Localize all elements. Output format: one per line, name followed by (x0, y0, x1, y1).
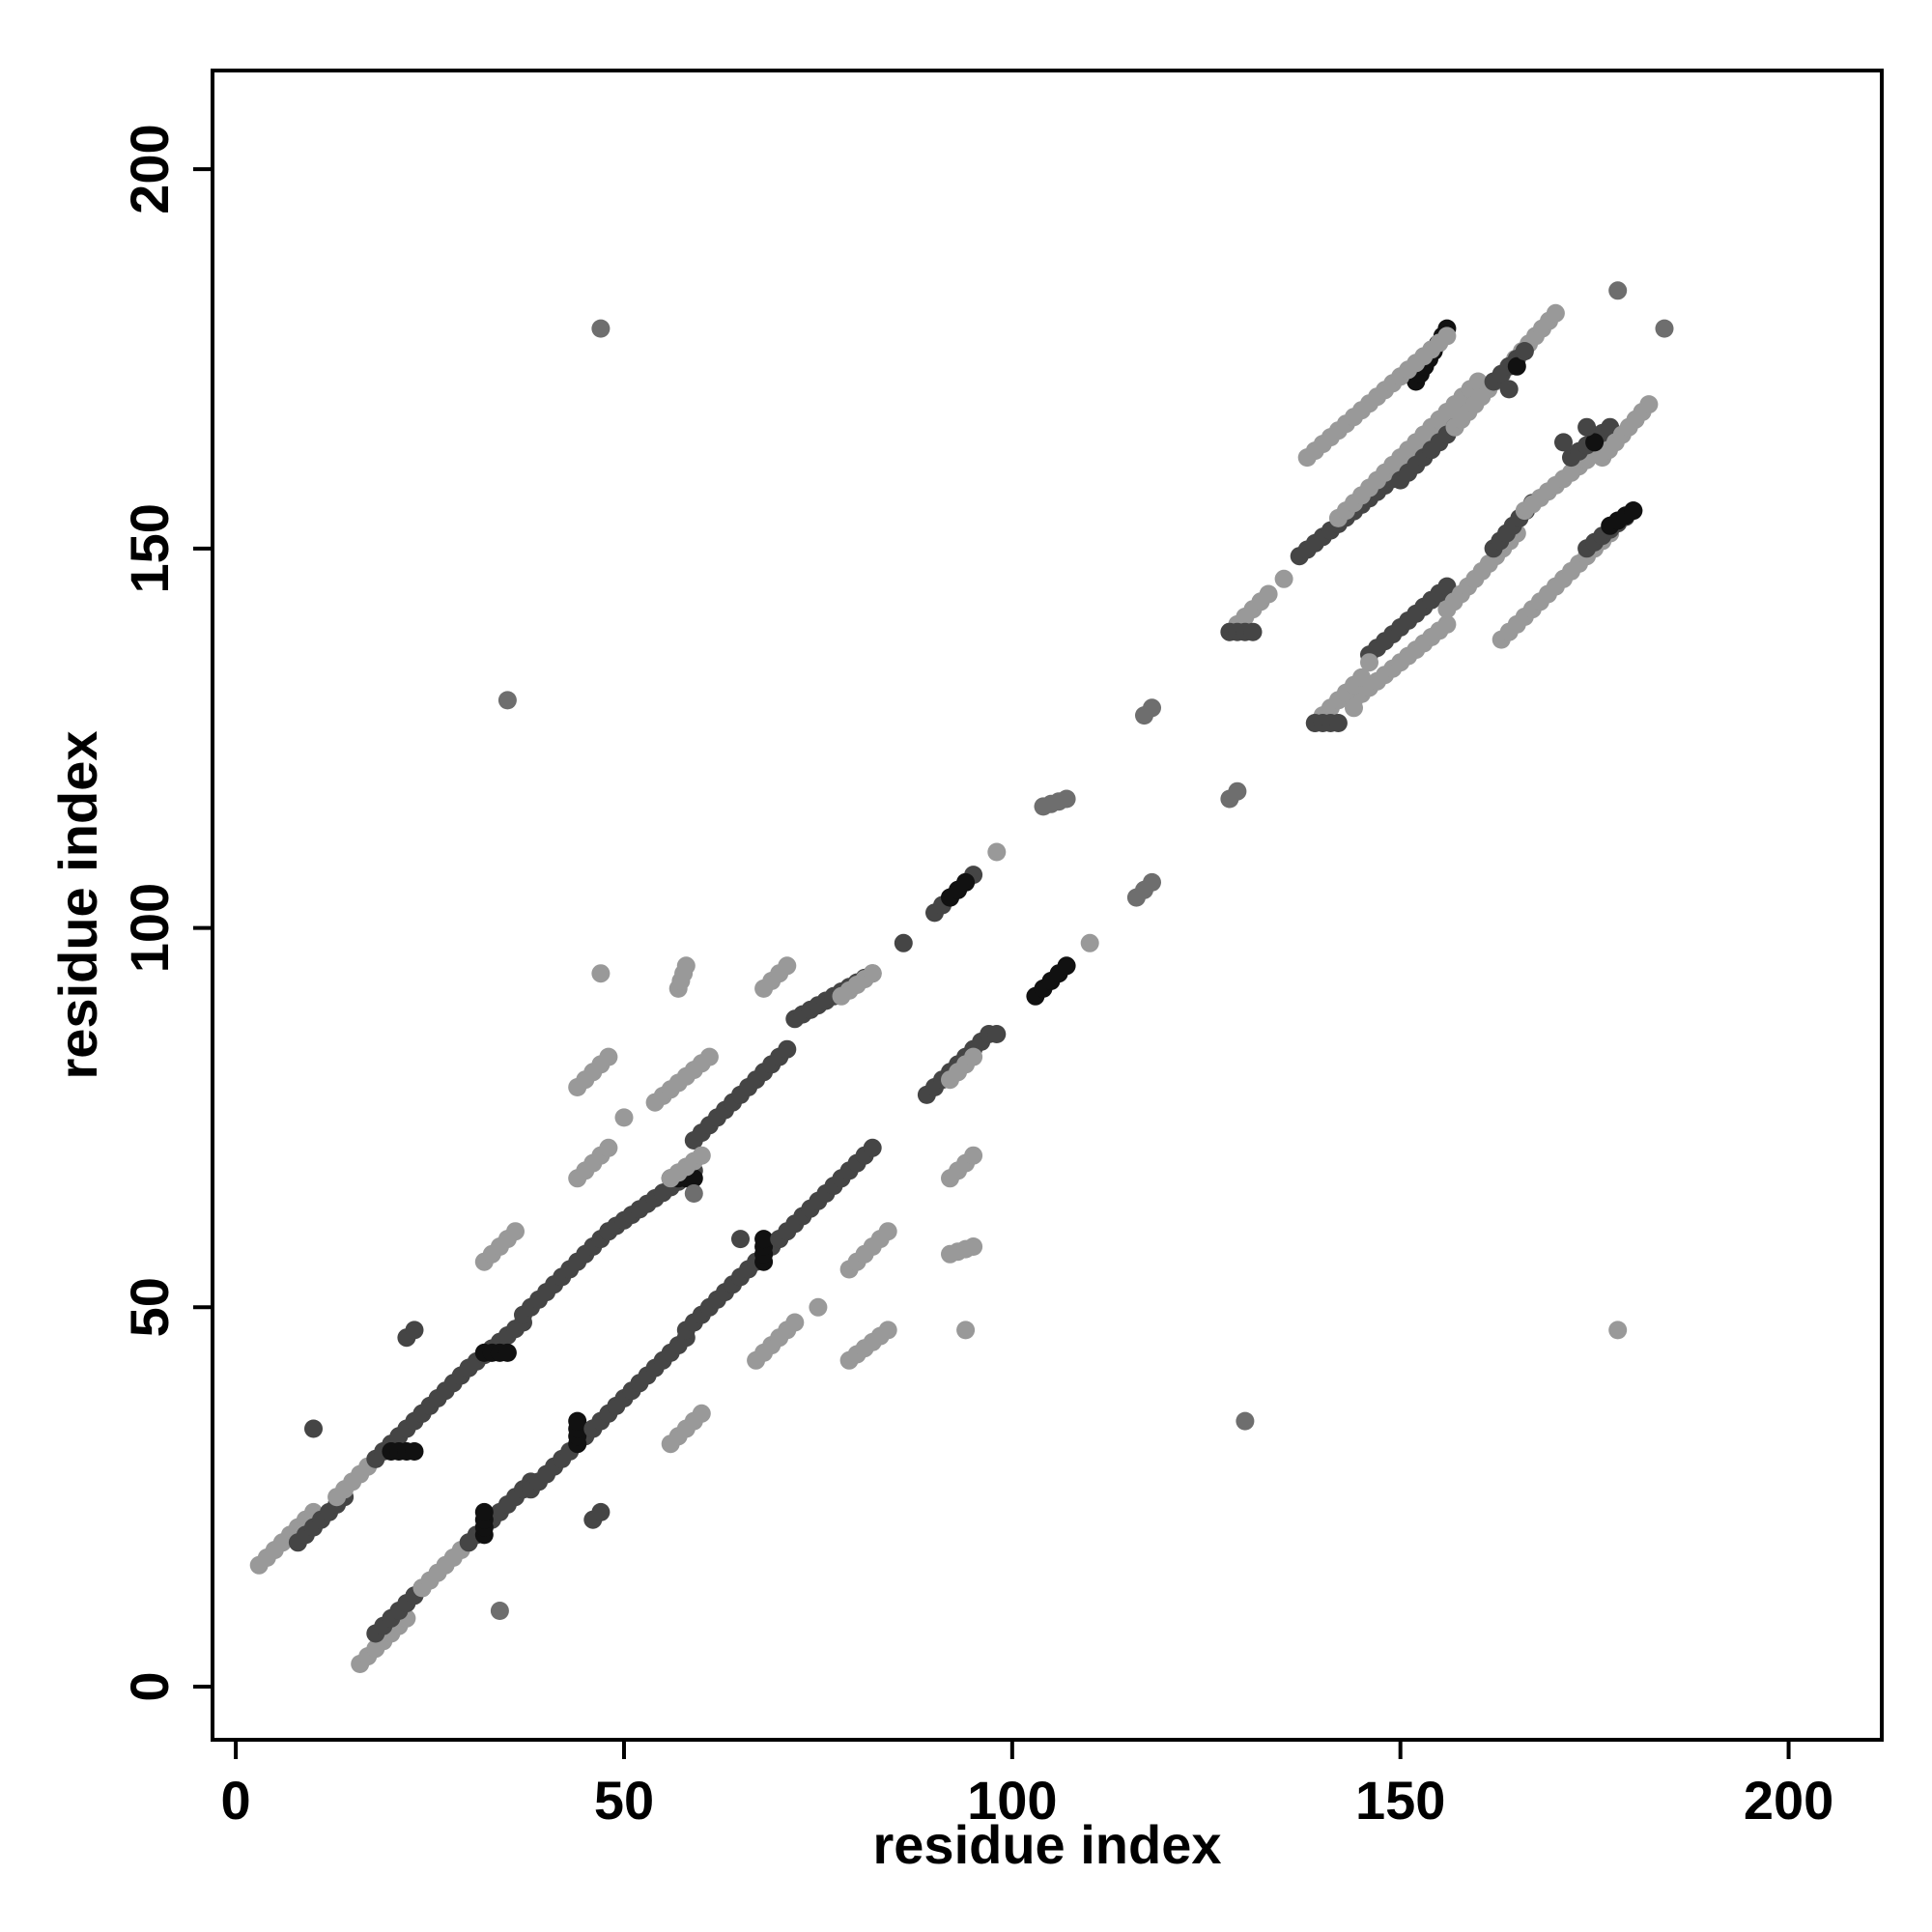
contact-point (1143, 872, 1161, 892)
contact-point (956, 1321, 976, 1340)
contact-point (1228, 781, 1247, 801)
contact-point (599, 1047, 618, 1066)
contact-point (1236, 1411, 1255, 1431)
y-tick-label: 100 (119, 883, 180, 973)
contact-point (1437, 614, 1457, 634)
contact-point (956, 872, 976, 892)
contact-point (676, 956, 696, 976)
contact-point (964, 1146, 983, 1165)
contact-point (684, 1184, 703, 1203)
x-axis-title: residue index (872, 1814, 1221, 1875)
contact-point (754, 1230, 774, 1249)
y-tick-label: 50 (119, 1277, 180, 1337)
contact-point (1352, 668, 1371, 687)
contact-point (1057, 789, 1076, 809)
contact-point (878, 1222, 897, 1241)
contact-point (304, 1419, 323, 1438)
contact-point (1499, 380, 1519, 399)
contact-point (1515, 342, 1534, 361)
contact-point (506, 1222, 525, 1241)
contact-point (778, 956, 797, 976)
contact-point (1624, 501, 1643, 521)
contact-point (568, 1411, 587, 1431)
contact-point (1507, 356, 1526, 376)
contact-point (863, 964, 882, 983)
contact-point (964, 1047, 983, 1066)
contact-point (785, 1313, 805, 1332)
contact-point (731, 1230, 750, 1249)
x-tick-label: 0 (221, 1770, 251, 1831)
x-tick-label: 150 (1355, 1770, 1445, 1831)
plot-frame (211, 69, 1884, 1742)
contact-point (964, 1237, 983, 1256)
y-axis: 0 50 100 150 200 (119, 124, 213, 1702)
contact-point (1437, 577, 1457, 596)
contact-point (1360, 653, 1378, 672)
contact-point (1585, 433, 1605, 452)
contact-point (497, 691, 517, 710)
contact-point (987, 842, 1007, 862)
contact-point (1143, 698, 1161, 718)
contact-point (614, 1108, 634, 1127)
contact-point (599, 1138, 618, 1157)
contact-point (1274, 569, 1293, 588)
contact-point (1328, 714, 1348, 732)
data-points (249, 281, 1674, 1673)
x-tick-label: 200 (1744, 1770, 1833, 1831)
x-tick-label: 100 (967, 1770, 1057, 1831)
contact-point (1080, 933, 1099, 952)
contact-point (809, 1297, 828, 1317)
contact-point (1554, 433, 1573, 452)
contact-point (987, 1025, 1007, 1043)
y-tick-label: 0 (119, 1671, 180, 1701)
contact-point (1608, 281, 1628, 300)
contact-point (878, 1321, 897, 1340)
contact-point (474, 1502, 494, 1521)
x-axis: 0 50 100 150 200 (221, 1740, 1833, 1831)
contact-point (1577, 417, 1597, 437)
contact-point (863, 1138, 882, 1157)
contact-point (894, 933, 913, 952)
contact-point (405, 1321, 424, 1340)
contact-point (1057, 956, 1076, 976)
contact-point (699, 1047, 719, 1066)
contact-point (591, 1502, 611, 1521)
contact-point (490, 1602, 509, 1620)
contact-point (778, 1039, 797, 1059)
contact-point (1259, 584, 1278, 604)
contact-point (405, 1442, 424, 1461)
contact-point (1243, 622, 1263, 641)
contact-point (1546, 303, 1565, 323)
contact-point (591, 319, 611, 338)
contact-point (1437, 327, 1457, 346)
y-tick-label: 150 (119, 503, 180, 593)
y-tick-label: 200 (119, 124, 180, 213)
x-tick-label: 50 (594, 1770, 654, 1831)
y-axis-title: residue index (47, 730, 108, 1079)
contact-point (1608, 1321, 1628, 1340)
contact-point (692, 1146, 711, 1165)
contact-point (1345, 698, 1363, 718)
contact-point (692, 1404, 711, 1423)
contact-point (1655, 319, 1674, 338)
contact-point (1639, 395, 1659, 414)
contact-point (497, 1343, 517, 1362)
contact-point (591, 964, 611, 983)
plot-background (213, 71, 1882, 1740)
